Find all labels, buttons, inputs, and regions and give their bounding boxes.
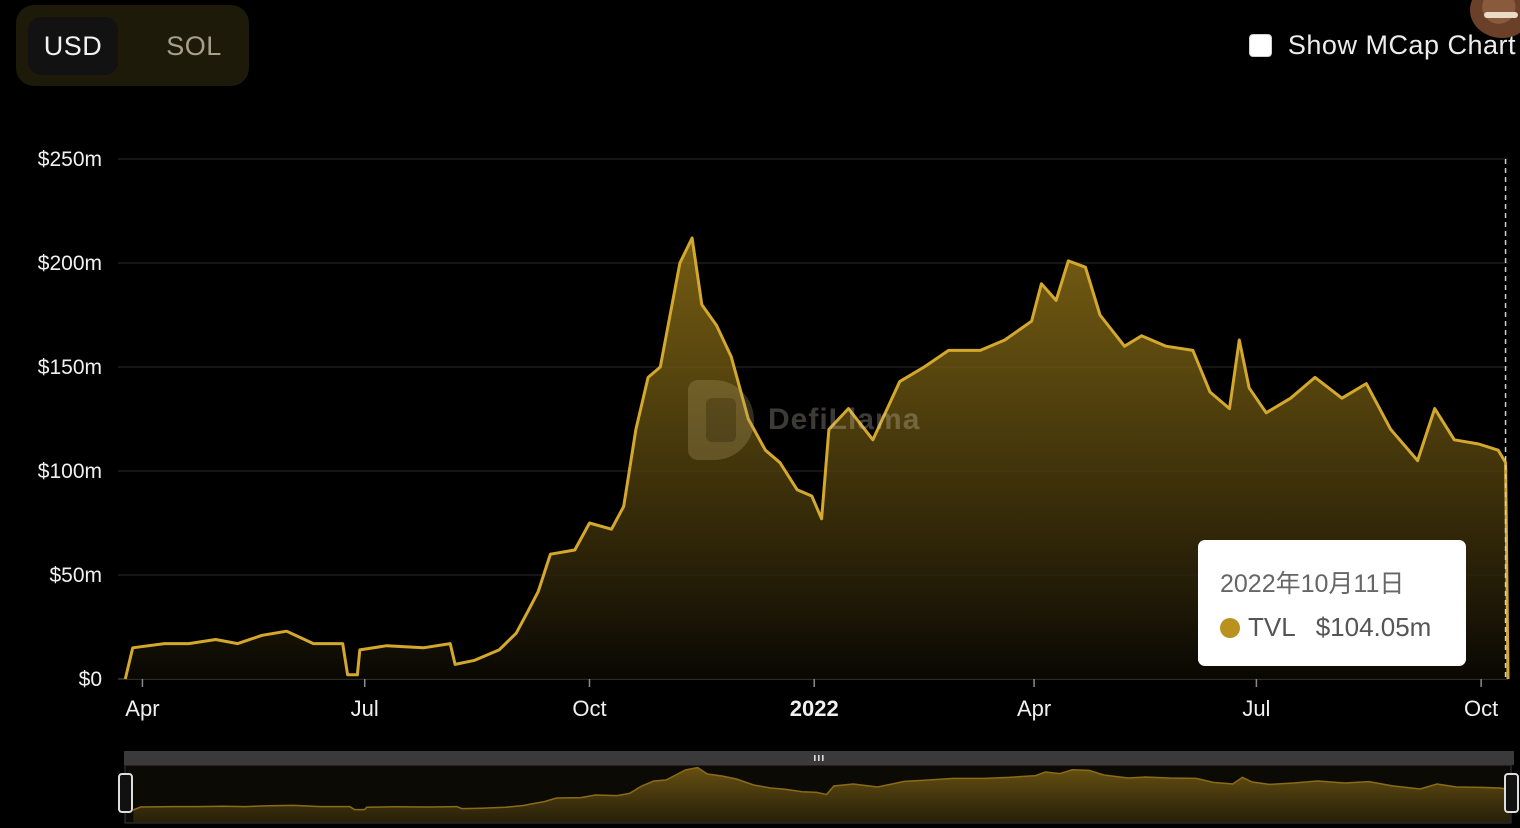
range-slider[interactable] (118, 751, 1519, 824)
y-tick-label: $200m (38, 252, 102, 275)
tvl-area (125, 238, 1508, 679)
y-tick-label: $0 (79, 668, 102, 691)
usd-button[interactable]: USD (28, 17, 118, 75)
tooltip-series: TVL (1248, 612, 1296, 642)
x-tick-label: Oct (1464, 696, 1498, 721)
y-tick-label: $100m (38, 460, 102, 483)
sol-button[interactable]: SOL (166, 30, 222, 61)
y-tick-label: $150m (38, 356, 102, 379)
y-tick-label: $50m (49, 564, 102, 587)
slider-right-handle[interactable] (1504, 773, 1519, 813)
mcap-toggle[interactable]: Show MCap Chart (1248, 30, 1516, 61)
y-axis: $0 $50m $100m $150m $200m $250m (38, 148, 102, 691)
mini-line (133, 766, 1511, 811)
slider-left-handle[interactable] (118, 773, 133, 813)
x-axis: Apr Jul Oct 2022 Apr Jul Oct (125, 679, 1498, 721)
mcap-checkbox[interactable] (1248, 34, 1272, 57)
x-tick-label: 2022 (790, 696, 839, 721)
x-tick-label: Apr (1017, 696, 1051, 721)
series-dot-icon (1220, 617, 1240, 638)
slider-grip-icon[interactable] (814, 755, 824, 761)
y-tick-label: $250m (38, 148, 102, 171)
tooltip-value: $104.05m (1315, 612, 1432, 642)
x-tick-label: Apr (125, 696, 159, 721)
mcap-label: Show MCap Chart (1287, 30, 1516, 60)
tooltip-date: 2022年10月11日 (1220, 570, 1405, 598)
x-tick-label: Jul (351, 696, 379, 721)
x-tick-label: Jul (1242, 696, 1270, 721)
currency-toggle: USD SOL (16, 5, 249, 86)
x-tick-label: Oct (572, 696, 606, 721)
tvl-line (123, 236, 1510, 680)
chart-tooltip: 2022年10月11日 TVL $104.05m (1198, 540, 1466, 666)
